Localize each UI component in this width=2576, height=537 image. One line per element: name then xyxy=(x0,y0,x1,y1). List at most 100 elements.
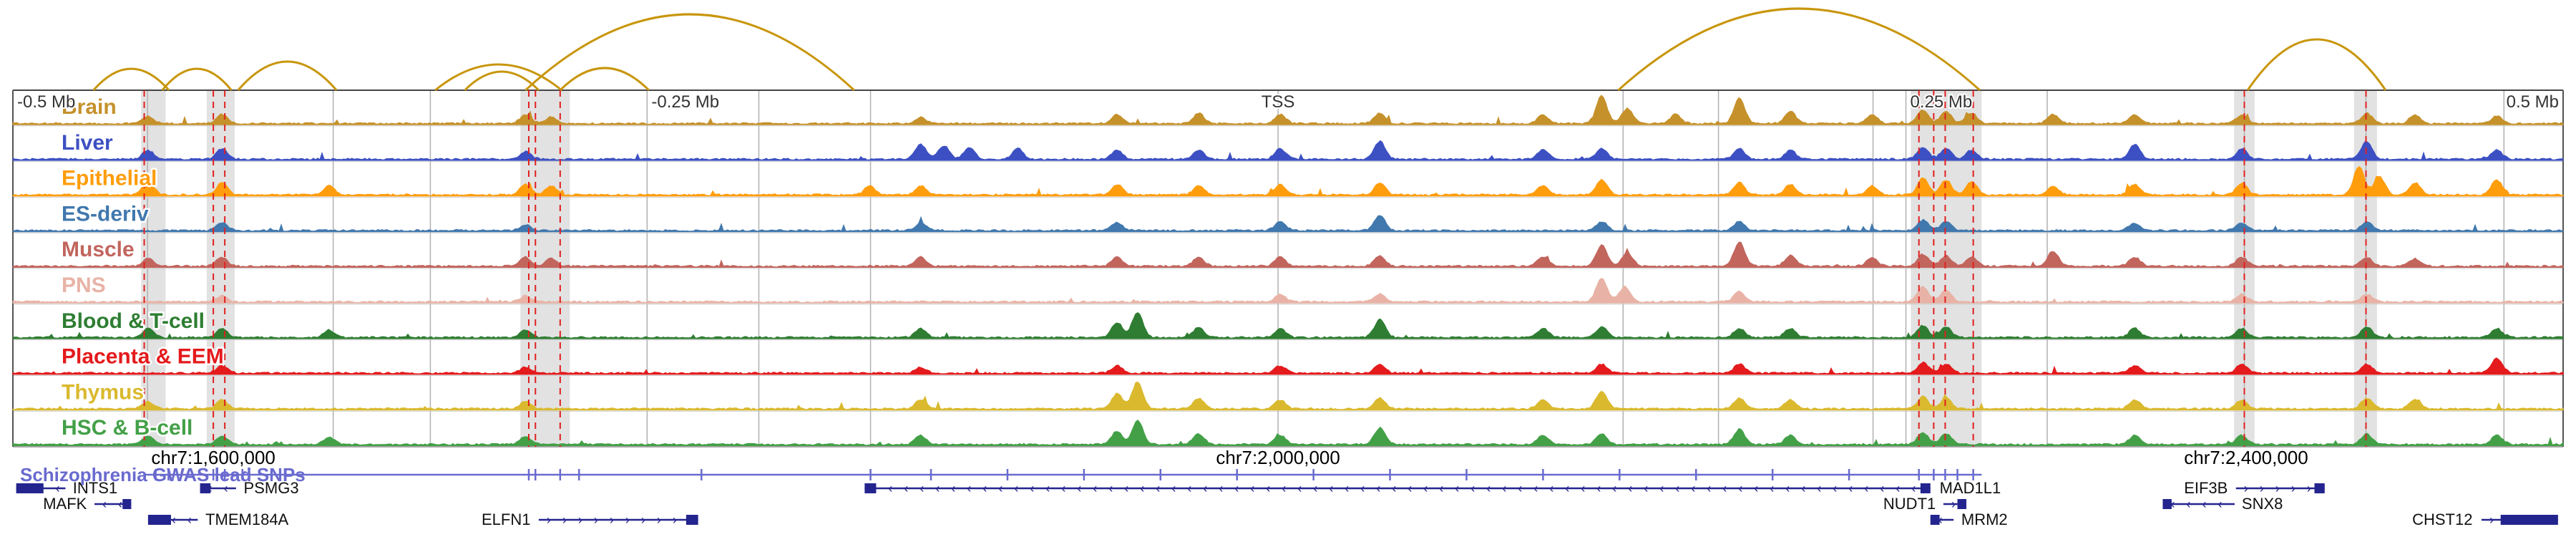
interaction-arc[interactable] xyxy=(92,67,170,91)
interaction-arc[interactable] xyxy=(2246,38,2387,91)
gene-exon-box xyxy=(16,483,44,493)
gene-exon-box xyxy=(864,483,877,493)
track-label-blood-t-cell[interactable]: Blood & T-cell xyxy=(60,307,207,334)
gene-strand-chevron: › xyxy=(2275,481,2280,495)
gene-strand-chevron: ‹ xyxy=(1785,481,1790,495)
gene-strand-chevron: ‹ xyxy=(1014,481,1018,495)
track-signal-hsc-b-cell[interactable] xyxy=(12,419,2564,446)
track-label-pns[interactable]: PNS xyxy=(60,272,108,299)
interaction-arc[interactable] xyxy=(464,70,540,92)
gene-strand-chevron: ‹ xyxy=(1203,481,1207,495)
gene-strand-chevron: ‹ xyxy=(2186,497,2190,511)
gene-strand-chevron: › xyxy=(2291,481,2296,495)
gene-strand-chevron: ‹ xyxy=(1596,481,1601,495)
gene-strand-chevron: ‹ xyxy=(1455,481,1459,495)
track-label-muscle[interactable]: Muscle xyxy=(60,236,137,263)
gene-strand-chevron: ‹ xyxy=(1345,481,1349,495)
track-signal-es-deriv[interactable] xyxy=(12,215,2564,233)
gene-label-mafk[interactable]: MAFK xyxy=(43,495,87,513)
gene-label-ints1[interactable]: INTS1 xyxy=(73,479,117,497)
track-signal-muscle[interactable] xyxy=(12,241,2564,268)
gene-strand-chevron: ‹ xyxy=(1030,481,1034,495)
gene-exon-box xyxy=(200,483,211,493)
track-label-epithelial[interactable]: Epithelial xyxy=(60,165,159,192)
gene-strand-chevron: › xyxy=(578,513,582,527)
gene-strand-chevron: › xyxy=(2260,481,2264,495)
gene-strand-chevron: ‹ xyxy=(904,481,908,495)
gene-strand-chevron: › xyxy=(547,513,551,527)
gene-strand-chevron: ‹ xyxy=(1612,481,1616,495)
gene-strand-chevron: ‹ xyxy=(1297,481,1302,495)
gene-strand-chevron: › xyxy=(657,513,661,527)
track-signal-blood-t-cell[interactable] xyxy=(12,311,2564,339)
interaction-arc[interactable] xyxy=(1617,7,1981,92)
gene-label-mrm2[interactable]: MRM2 xyxy=(1961,511,2008,528)
gene-label-snx8[interactable]: SNX8 xyxy=(2242,495,2283,513)
gene-strand-chevron: ‹ xyxy=(1896,481,1900,495)
gene-strand-chevron: ‹ xyxy=(1219,481,1223,495)
gene-strand-chevron: › xyxy=(673,513,677,527)
track-label-brain[interactable]: Brain xyxy=(60,94,119,121)
gene-exon-box xyxy=(686,515,698,525)
gene-label-chst12[interactable]: CHST12 xyxy=(2412,511,2472,528)
interaction-arc[interactable] xyxy=(237,60,338,91)
ruler-label: TSS xyxy=(1262,92,1295,112)
track-signal-pns[interactable] xyxy=(12,278,2564,304)
track-label-es-deriv[interactable]: ES-deriv xyxy=(60,200,151,228)
gene-strand-chevron: ‹ xyxy=(951,481,955,495)
gene-strand-chevron: ‹ xyxy=(1407,481,1412,495)
gene-label-eif3b[interactable]: EIF3B xyxy=(2184,479,2228,497)
gene-strand-chevron: ‹ xyxy=(1360,481,1365,495)
gene-strand-chevron: ‹ xyxy=(967,481,971,495)
gene-strand-chevron: ‹ xyxy=(1093,481,1097,495)
interaction-arc[interactable] xyxy=(525,13,855,92)
gene-strand-chevron: ‹ xyxy=(1770,481,1774,495)
gene-strand-chevron: › xyxy=(641,513,645,527)
gene-strand-chevron: ‹ xyxy=(172,513,176,527)
gwas-track-label: Schizophrenia GWAS lead SNPs xyxy=(20,464,306,485)
interaction-arc[interactable] xyxy=(559,67,650,92)
gene-strand-chevron: ‹ xyxy=(2202,497,2206,511)
ruler-label: 0.5 Mb xyxy=(2507,92,2559,112)
gene-strand-chevron: ‹ xyxy=(1187,481,1191,495)
gene-strand-chevron: ‹ xyxy=(1549,481,1553,495)
gene-exon-box xyxy=(2162,499,2172,509)
gene-strand-chevron: ‹ xyxy=(1833,481,1837,495)
track-label-thymus[interactable]: Thymus xyxy=(60,379,146,406)
gene-exon-box xyxy=(2500,515,2558,525)
gene-strand-chevron: ‹ xyxy=(1938,513,1943,527)
gene-strand-chevron: ‹ xyxy=(1108,481,1113,495)
gene-label-psmg3[interactable]: PSMG3 xyxy=(244,479,299,497)
gene-strand-chevron: ‹ xyxy=(118,497,122,511)
gene-strand-chevron: ‹ xyxy=(187,513,192,527)
interaction-arc[interactable] xyxy=(161,67,233,91)
interaction-arc[interactable] xyxy=(434,63,562,92)
gene-strand-chevron: ‹ xyxy=(102,497,107,511)
gene-strand-chevron: ‹ xyxy=(1171,481,1176,495)
track-signal-brain[interactable] xyxy=(12,95,2564,125)
gene-label-elfn1[interactable]: ELFN1 xyxy=(482,511,530,528)
gene-strand-chevron: ‹ xyxy=(1329,481,1333,495)
gene-strand-chevron: ‹ xyxy=(1502,481,1506,495)
gene-strand-chevron: ‹ xyxy=(1061,481,1065,495)
gene-strand-chevron: › xyxy=(625,513,630,527)
gene-exon-box xyxy=(1957,499,1967,509)
gene-label-nudt1[interactable]: NUDT1 xyxy=(1883,495,1936,513)
track-label-hsc-b-cell[interactable]: HSC & B-cell xyxy=(60,415,195,442)
track-signal-liver[interactable] xyxy=(12,140,2564,161)
track-signal-placenta-eem[interactable] xyxy=(12,357,2564,375)
gene-strand-chevron: ‹ xyxy=(1581,481,1585,495)
gene-strand-chevron: ‹ xyxy=(224,481,228,495)
track-signal-epithelial[interactable] xyxy=(12,166,2564,197)
ruler-label: -0.5 Mb xyxy=(17,92,75,112)
track-label-liver[interactable]: Liver xyxy=(60,129,115,156)
gene-strand-chevron: › xyxy=(2489,513,2494,527)
track-signal-thymus[interactable] xyxy=(12,381,2564,411)
gene-exon-box xyxy=(122,499,132,509)
gene-label-tmem184a[interactable]: TMEM184A xyxy=(205,511,288,528)
track-label-placenta-eem[interactable]: Placenta & EEM xyxy=(60,343,226,370)
gene-strand-chevron: ‹ xyxy=(1628,481,1632,495)
gene-strand-chevron: ‹ xyxy=(1470,481,1475,495)
gene-label-mad1l1[interactable]: MAD1L1 xyxy=(1940,479,2001,497)
